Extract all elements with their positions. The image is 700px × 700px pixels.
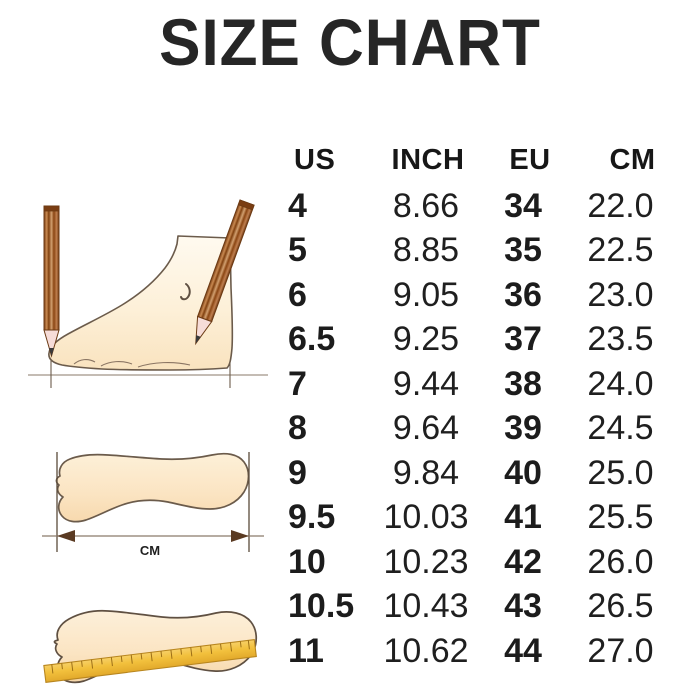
table-row: 4 8.66 34 22.0: [288, 189, 668, 234]
tape-body: [43, 639, 257, 683]
cell-us: 9.5: [288, 498, 336, 536]
table-row: 9.5 10.03 41 25.5: [288, 500, 668, 545]
size-chart-table: US INCH EU CM 4 8.66 34 22.0 5 8.85 35 22.5 6 9.0…: [288, 144, 668, 678]
table-row: 10 10.23 42 26.0: [288, 545, 668, 590]
cell-inch: 8.85: [392, 231, 460, 269]
foot-side-shape: [48, 235, 234, 371]
cell-cm: 26.0: [587, 542, 654, 581]
cell-eu: 42: [504, 542, 542, 581]
cell-us: 6: [288, 275, 307, 314]
tape-ticks: [51, 640, 250, 674]
cell-inch: 10.43: [383, 587, 469, 625]
cell-cm: 25.5: [587, 498, 654, 536]
column-header-cm: CM: [609, 144, 656, 176]
cell-us: 10.5: [288, 587, 355, 625]
cell-cm: 24.0: [587, 364, 654, 403]
cell-cm: 23.0: [587, 275, 654, 314]
cm-dimension-label: CM: [140, 543, 160, 558]
cell-us: 8: [288, 409, 307, 447]
page-title: SIZE CHART: [159, 5, 541, 79]
cell-inch: 10.03: [383, 498, 469, 536]
footprint-shape: [55, 452, 250, 523]
pencil-left: [43, 205, 60, 358]
cell-inch: 9.25: [392, 320, 460, 358]
cell-eu: 35: [504, 231, 542, 269]
table-row: 5 8.85 35 22.5: [288, 233, 668, 278]
foot-side-view-illustration: [18, 192, 280, 392]
cell-eu: 39: [504, 409, 542, 447]
toe-line-1: [73, 359, 96, 365]
cell-eu: 36: [504, 275, 542, 314]
cell-cm: 26.5: [587, 587, 654, 625]
cell-eu: 41: [504, 498, 542, 536]
cell-cm: 22.0: [587, 186, 654, 225]
column-header-us: US: [294, 144, 336, 176]
table-row: 6.5 9.25 37 23.5: [288, 322, 668, 367]
cell-us: 10: [288, 542, 326, 581]
cell-inch: 9.84: [392, 453, 460, 492]
cell-inch: 9.05: [392, 275, 460, 314]
cell-us: 5: [288, 231, 307, 269]
cell-eu: 40: [504, 453, 542, 492]
cell-us: 11: [288, 631, 324, 670]
cell-us: 7: [288, 364, 307, 403]
table-row: 8 9.64 39 24.5: [288, 411, 668, 456]
table-row: 9 9.84 40 25.0: [288, 456, 668, 501]
table-row: 7 9.44 38 24.0: [288, 367, 668, 412]
footprint-tape-illustration: [34, 588, 270, 693]
table-body: 4 8.66 34 22.0 5 8.85 35 22.5 6 9.05 36 23.0 6.5 9.25…: [288, 189, 668, 679]
cell-cm: 27.0: [587, 631, 654, 670]
cell-inch: 10.62: [383, 631, 469, 670]
arrow-right: [231, 530, 249, 542]
cell-cm: 25.0: [587, 453, 654, 492]
cell-inch: 9.64: [392, 409, 460, 447]
cell-cm: 23.5: [587, 320, 654, 358]
cell-inch: 8.66: [392, 186, 460, 225]
cell-inch: 9.44: [392, 364, 460, 403]
arrow-left: [57, 530, 75, 542]
cell-cm: 24.5: [587, 409, 654, 447]
cell-cm: 22.5: [587, 231, 654, 269]
toe-line-2: [100, 361, 133, 367]
cell-eu: 43: [504, 587, 542, 625]
cell-eu: 34: [504, 186, 542, 225]
measuring-tape: [43, 639, 257, 683]
table-row: 6 9.05 36 23.0: [288, 278, 668, 323]
cell-eu: 38: [504, 364, 542, 403]
cell-us: 6.5: [288, 320, 336, 358]
cell-inch: 10.23: [383, 542, 469, 581]
arch-line: [137, 362, 191, 368]
column-header-eu: EU: [509, 144, 551, 176]
cell-us: 4: [288, 186, 307, 225]
table-row: 10.5 10.43 43 26.5: [288, 589, 668, 634]
column-header-inch: INCH: [391, 144, 465, 176]
table-row: 11 10.62 44 27.0: [288, 634, 668, 679]
footprint-dimension-illustration: CM: [30, 424, 270, 564]
ankle-bone-mark: [180, 283, 191, 301]
cell-eu: 44: [504, 631, 542, 670]
table-header-row: US INCH EU CM: [288, 144, 668, 189]
cell-us: 9: [288, 453, 307, 492]
cell-eu: 37: [504, 320, 542, 358]
pencil-right: [195, 199, 255, 346]
